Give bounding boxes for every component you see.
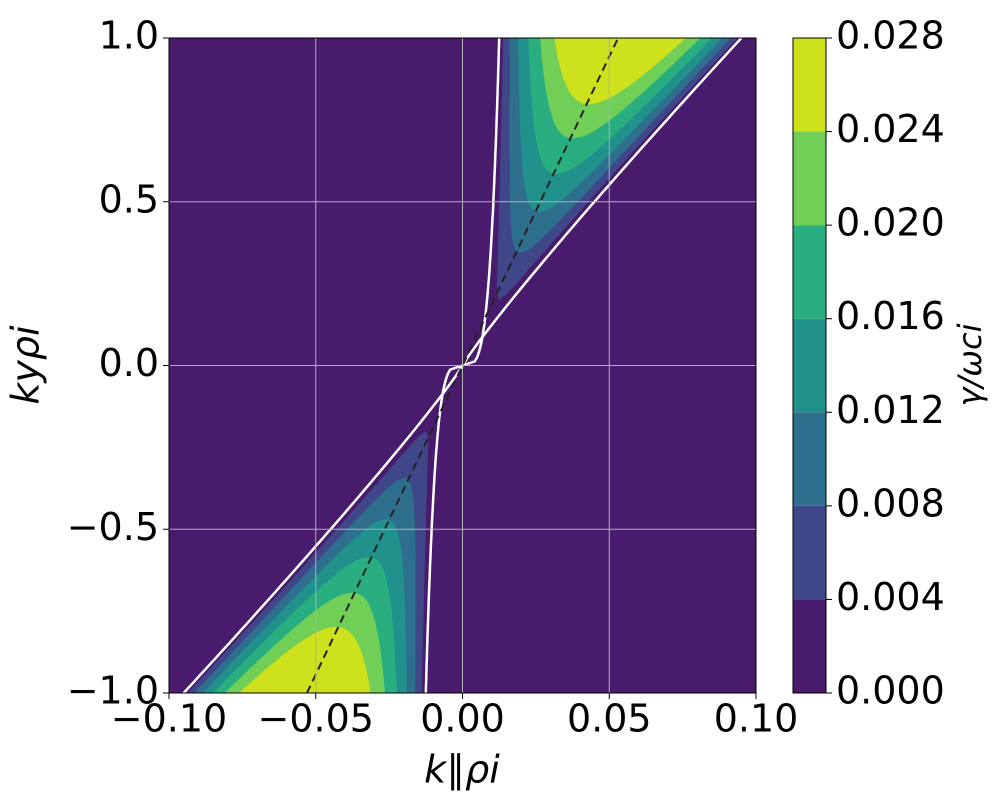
colorbar-tick-label: 0.008 bbox=[836, 481, 945, 525]
x-tick-label: −0.05 bbox=[258, 697, 374, 741]
ridge-line bbox=[306, 37, 619, 694]
plot-frame bbox=[168, 37, 757, 694]
contour-band bbox=[238, 626, 371, 693]
colorbar-tick-label: 0.016 bbox=[836, 294, 945, 338]
contour-band bbox=[554, 38, 687, 105]
x-tick-label: 0.00 bbox=[420, 697, 505, 741]
y-tick-label: 0.5 bbox=[99, 177, 159, 221]
colorbar-frame bbox=[792, 37, 827, 694]
colorbar-tick-label: 0.000 bbox=[836, 669, 945, 713]
colorbar-tick-label: 0.020 bbox=[836, 201, 945, 245]
x-axis-label: k∥ρi bbox=[424, 748, 500, 792]
colorbar-band bbox=[793, 318, 826, 413]
colorbar-label: γ/ωci bbox=[951, 323, 989, 406]
colorbar-band bbox=[793, 225, 826, 319]
colorbar-band bbox=[793, 131, 826, 226]
colorbar-band bbox=[793, 412, 826, 506]
x-tick-label: −0.10 bbox=[111, 697, 227, 741]
y-tick-label: −0.5 bbox=[67, 505, 159, 549]
colorbar-tick-label: 0.004 bbox=[836, 575, 945, 619]
colorbar-band bbox=[793, 599, 826, 693]
y-tick-label: 1.0 bbox=[99, 14, 159, 58]
x-tick-label: 0.10 bbox=[714, 697, 799, 741]
colorbar-tick-label: 0.012 bbox=[836, 388, 945, 432]
x-tick-label: 0.05 bbox=[567, 697, 652, 741]
colorbar-tick-label: 0.028 bbox=[836, 14, 945, 58]
colorbar-band bbox=[793, 505, 826, 600]
colorbar-band bbox=[793, 38, 826, 132]
y-tick-label: 0.0 bbox=[99, 341, 159, 385]
y-tick-label: −1.0 bbox=[67, 669, 159, 713]
y-axis-label: kyρi bbox=[4, 325, 48, 405]
colorbar-tick-label: 0.024 bbox=[836, 107, 945, 151]
